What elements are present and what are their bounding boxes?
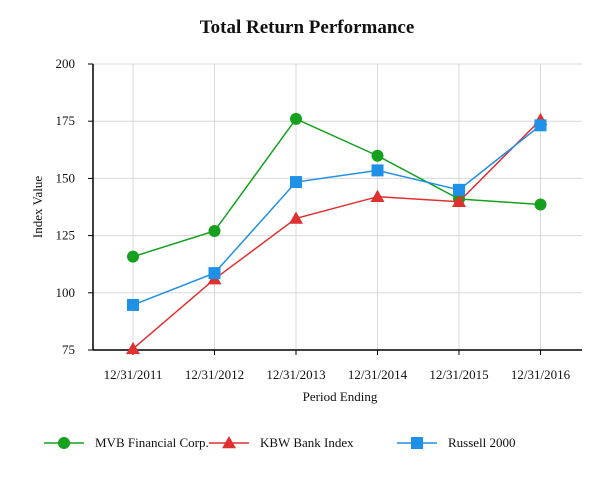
y-tick-label: 200 xyxy=(56,56,76,71)
grid-layer xyxy=(93,63,582,350)
series-kbw-bank-index xyxy=(126,112,548,355)
kbw-bank-index-point xyxy=(289,211,303,224)
mvb-financial-corp-point xyxy=(290,112,302,125)
kbw-bank-index-line xyxy=(132,119,542,350)
series-russell-2000 xyxy=(127,119,547,311)
mvb-financial-corp-point xyxy=(127,250,139,263)
x-tick-label: 12/31/2011 xyxy=(104,367,163,382)
x-tick-label: 12/31/2014 xyxy=(348,367,408,382)
russell-2000-point xyxy=(127,298,139,311)
kbw-bank-index-point xyxy=(126,341,140,355)
x-tick-label: 12/31/2016 xyxy=(511,367,571,382)
russell-2000-point xyxy=(208,267,221,280)
legend-marker xyxy=(411,437,423,449)
legend-label: Russell 2000 xyxy=(448,435,516,450)
y-tick-label: 150 xyxy=(56,170,76,185)
mvb-financial-corp-point xyxy=(371,149,384,162)
x-tick-label: 12/31/2012 xyxy=(185,367,244,382)
kbw-bank-index-point xyxy=(370,189,385,202)
russell-2000-point xyxy=(534,119,547,132)
russell-2000-point xyxy=(371,164,384,177)
x-axis-label: Period Ending xyxy=(303,389,378,404)
y-tick-label: 100 xyxy=(56,285,76,300)
y-axis-label: Index Value xyxy=(30,176,45,238)
series-layer xyxy=(126,112,548,355)
y-tick-label: 175 xyxy=(56,113,76,128)
russell-2000-line xyxy=(132,124,541,306)
y-tick-label: 75 xyxy=(62,342,75,357)
legend-label: MVB Financial Corp. xyxy=(95,435,209,450)
legend: MVB Financial Corp. KBW Bank Index Russell… xyxy=(44,435,516,450)
legend-item-russell-2000: Russell 2000 xyxy=(397,435,516,450)
legend-label: KBW Bank Index xyxy=(260,435,354,450)
mvb-financial-corp-line xyxy=(132,117,541,258)
russell-2000-point xyxy=(290,176,302,189)
legend-marker xyxy=(222,436,236,449)
legend-marker xyxy=(58,437,70,449)
legend-item-kbw-bank-index: KBW Bank Index xyxy=(209,435,354,450)
chart-title: Total Return Performance xyxy=(200,17,415,38)
kbw-bank-index-point xyxy=(452,194,466,207)
mvb-financial-corp-point xyxy=(208,225,221,238)
series-mvb-financial-corp xyxy=(127,112,547,263)
mvb-financial-corp-point xyxy=(534,198,547,211)
russell-2000-point xyxy=(453,183,465,196)
x-tick-label: 12/31/2013 xyxy=(266,367,325,382)
legend-item-mvb-financial-corp: MVB Financial Corp. xyxy=(44,435,209,450)
x-tick-label: 12/31/2015 xyxy=(429,367,488,382)
y-tick-label: 125 xyxy=(56,228,76,243)
axis-layer: 75 100 125 150 175 200 12/31/2011 12/31/2012 12/… xyxy=(56,56,582,382)
